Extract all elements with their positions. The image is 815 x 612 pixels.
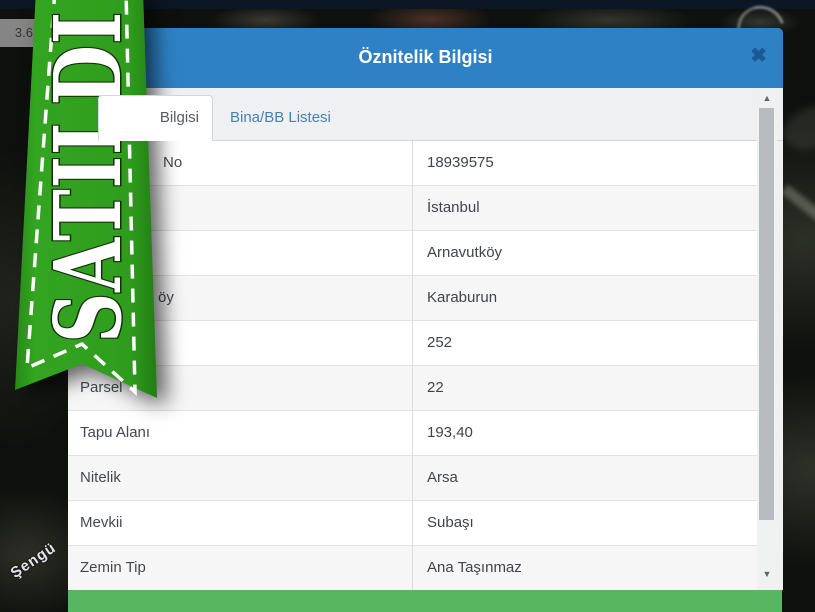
tab-bina-bb-listesi[interactable]: Bina/BB Listesi bbox=[230, 109, 331, 126]
table-row: 252 bbox=[68, 321, 757, 366]
tab-bilgisi[interactable]: Bilgisi bbox=[98, 95, 213, 141]
footer-green-bar bbox=[68, 590, 782, 612]
row-value: İstanbul bbox=[427, 199, 480, 216]
table-row: İstanbul bbox=[68, 186, 757, 231]
row-value: Arnavutköy bbox=[427, 244, 503, 261]
ribbon-text: SATILDI bbox=[34, 11, 142, 343]
table-row: Nitelik Arsa bbox=[68, 456, 757, 501]
attribute-dialog: Öznitelik Bilgisi ✖ Bilgisi Bina/BB List… bbox=[68, 28, 783, 591]
table-row: Arnavutköy bbox=[68, 231, 757, 276]
ribbon-dashed-border bbox=[25, 0, 137, 397]
scroll-up-icon[interactable]: ▲ bbox=[762, 93, 772, 103]
row-label: öy bbox=[68, 276, 413, 320]
attribute-table: No 18939575 İstanbul Arnavutköy öy Karab… bbox=[68, 141, 757, 591]
row-label: Mevkii bbox=[68, 501, 413, 545]
row-label: Parsel bbox=[68, 366, 413, 410]
row-label: Tapu Alanı bbox=[68, 411, 413, 455]
map-scale-badge: 3.6 bbox=[0, 19, 39, 47]
tab-bilgisi-label: Bilgisi bbox=[159, 109, 199, 126]
scrollbar-thumb[interactable] bbox=[759, 108, 774, 520]
table-row: Mevkii Subaşı bbox=[68, 501, 757, 546]
close-icon[interactable]: ✖ bbox=[750, 45, 767, 67]
row-label: Nitelik bbox=[68, 456, 413, 500]
scrollbar[interactable]: ▲ ▼ bbox=[757, 88, 777, 590]
row-label: No bbox=[68, 141, 413, 185]
row-label bbox=[68, 321, 413, 365]
table-row: No 18939575 bbox=[68, 141, 757, 186]
row-label bbox=[68, 186, 413, 230]
row-value: Arsa bbox=[427, 469, 458, 486]
table-row: Tapu Alanı 193,40 bbox=[68, 411, 757, 456]
map-scale-value: 3.6 bbox=[14, 25, 33, 40]
map-street-label: Şengü bbox=[7, 539, 60, 582]
top-dark-strip bbox=[0, 0, 815, 9]
row-value: Karaburun bbox=[427, 289, 498, 306]
row-value: 252 bbox=[427, 334, 453, 351]
row-value: 193,40 bbox=[427, 424, 473, 441]
row-value: Subaşı bbox=[427, 514, 474, 531]
table-row: Parsel 22 bbox=[68, 366, 757, 411]
row-value: 22 bbox=[427, 379, 444, 396]
satildi-ribbon: SATILDI bbox=[15, 0, 157, 398]
table-row: öy Karaburun bbox=[68, 276, 757, 321]
table-row: Zemin Tip Ana Taşınmaz bbox=[68, 546, 757, 591]
scroll-down-icon[interactable]: ▼ bbox=[762, 569, 772, 579]
tab-bar: Bilgisi Bina/BB Listesi bbox=[68, 88, 783, 141]
row-label bbox=[68, 231, 413, 275]
row-label: Zemin Tip bbox=[68, 546, 413, 590]
row-value: Ana Taşınmaz bbox=[427, 559, 522, 576]
dialog-title: Öznitelik Bilgisi bbox=[358, 47, 493, 67]
row-value: 18939575 bbox=[427, 154, 494, 171]
map-road bbox=[781, 184, 815, 243]
dialog-header: Öznitelik Bilgisi ✖ bbox=[68, 28, 783, 88]
